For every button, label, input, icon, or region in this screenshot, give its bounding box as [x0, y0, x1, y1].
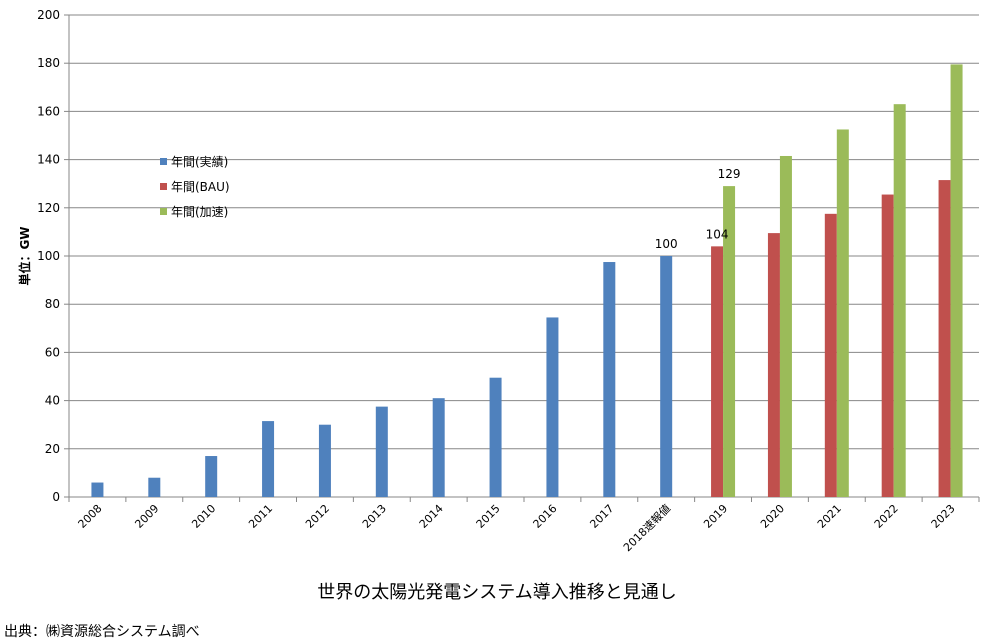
y-tick-label: 20: [45, 442, 60, 456]
x-tick-label: 2009: [132, 502, 161, 531]
bar-2021-年間(BAU): [824, 213, 837, 497]
bar-2016-年間(実績): [546, 317, 559, 497]
bar-2022-年間(BAU): [881, 194, 894, 498]
legend: 年間(実績) 年間(BAU) 年間(加速): [160, 154, 230, 219]
axes: 0 20 40 60 80 100 120 140 160 180 200: [37, 8, 980, 504]
data-label: 100: [655, 237, 678, 251]
bar-2017-年間(実績): [603, 262, 616, 497]
bar-2018速報値-年間(実績): [660, 256, 673, 497]
y-axis-label: 単位：GW: [17, 226, 32, 285]
bar-2009-年間(実績): [148, 477, 161, 497]
data-label: 129: [718, 167, 741, 181]
y-tick-label: 40: [45, 394, 60, 408]
chart-title: 世界の太陽光発電システム導入推移と見通し: [317, 582, 677, 603]
x-tick-label: 2016: [531, 502, 560, 531]
x-tick-label: 2021: [815, 502, 844, 531]
x-tick-label: 2013: [360, 502, 389, 531]
bar-2010-年間(実績): [205, 456, 218, 497]
x-tick-label: 2015: [474, 502, 503, 531]
x-tick-label: 2017: [587, 502, 616, 531]
y-tick-label: 140: [37, 153, 60, 167]
x-tick-label: 2012: [303, 502, 332, 531]
data-label: 104: [706, 227, 729, 241]
bar-2021-年間(加速): [836, 129, 849, 497]
bar-2012-年間(実績): [318, 424, 331, 497]
bar-2008-年間(実績): [91, 482, 104, 497]
x-tick-label: 2019: [701, 502, 730, 531]
legend-label: 年間(加速): [171, 205, 228, 219]
legend-swatch: [160, 183, 167, 190]
grid-lines: [69, 14, 979, 450]
bar-2020-年間(BAU): [767, 233, 780, 498]
x-tick-label: 2018速報値: [621, 502, 673, 554]
x-tick-label: 2011: [246, 502, 275, 531]
x-tick-label: 2022: [872, 502, 901, 531]
y-tick-label: 200: [37, 8, 60, 22]
y-tick-label: 180: [37, 56, 60, 70]
legend-label: 年間(BAU): [171, 180, 230, 194]
x-tick-label: 2023: [929, 502, 958, 531]
bar-2019-年間(BAU): [711, 246, 724, 497]
bar-2019-年間(加速): [723, 186, 736, 498]
source-note: 出典：㈱資源総合システム調べ: [4, 624, 200, 640]
legend-swatch: [160, 158, 167, 165]
y-tick-label: 60: [45, 345, 60, 359]
bars: [91, 64, 963, 498]
y-tick-label: 80: [45, 297, 60, 311]
x-tick-label: 2020: [758, 502, 787, 531]
bar-2022-年間(加速): [893, 104, 906, 498]
y-tick-label: 160: [37, 104, 60, 118]
x-tick-label: 2010: [189, 502, 218, 531]
y-tick-label: 0: [52, 490, 60, 504]
bar-2023-年間(BAU): [938, 180, 951, 497]
y-tick-label: 100: [37, 249, 60, 263]
legend-swatch: [160, 208, 167, 215]
bar-2023-年間(加速): [950, 64, 963, 497]
x-tick-label: 2008: [76, 502, 105, 531]
y-tick-label: 120: [37, 201, 60, 215]
bar-2011-年間(実績): [262, 421, 275, 497]
legend-label: 年間(実績): [171, 154, 228, 169]
x-tick-label: 2014: [417, 502, 446, 531]
bar-2013-年間(実績): [375, 406, 388, 497]
bar-2020-年間(加速): [779, 155, 792, 498]
bar-2014-年間(実績): [432, 398, 445, 497]
bar-2015-年間(実績): [489, 377, 502, 497]
